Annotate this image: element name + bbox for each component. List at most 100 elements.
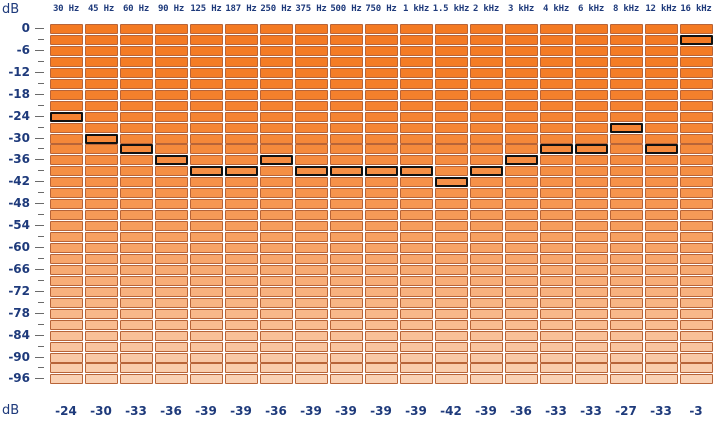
level-segment (680, 232, 713, 243)
level-segment (575, 363, 608, 374)
level-segment (260, 297, 293, 308)
level-segment (330, 100, 363, 111)
level-segment (330, 221, 363, 232)
level-segment (470, 221, 503, 232)
level-segment (575, 155, 608, 166)
db-scale-tick (35, 181, 44, 183)
level-segment (435, 199, 468, 210)
level-segment (680, 188, 713, 199)
level-segment (50, 166, 83, 177)
level-segment (540, 100, 573, 111)
level-segment (575, 308, 608, 319)
level-segment (435, 100, 468, 111)
level-segment (120, 286, 153, 297)
level-segment (330, 363, 363, 374)
band-level-value: -33 (650, 404, 672, 418)
level-segment (260, 24, 293, 34)
band-level-value: -36 (510, 404, 532, 418)
band-level-value: -24 (55, 404, 77, 418)
level-segment (645, 100, 678, 111)
level-segment (610, 89, 643, 100)
level-segment (645, 188, 678, 199)
band-level-value: -39 (370, 404, 392, 418)
level-segment (295, 308, 328, 319)
level-segment (85, 177, 118, 188)
level-segment (365, 199, 398, 210)
level-segment (330, 133, 363, 144)
level-segment (365, 111, 398, 122)
level-segment (505, 100, 538, 111)
level-segment (330, 122, 363, 133)
db-scale-minor-tick (38, 323, 44, 325)
level-segment (470, 264, 503, 275)
level-segment (85, 319, 118, 330)
level-segment (50, 341, 83, 352)
level-segment (610, 341, 643, 352)
level-segment (330, 56, 363, 67)
level-segment (400, 67, 433, 78)
level-segment (610, 286, 643, 297)
level-segment (365, 67, 398, 78)
band-level-value: -39 (475, 404, 497, 418)
level-segment (505, 188, 538, 199)
db-scale-minor-tick (38, 148, 44, 150)
level-segment (295, 67, 328, 78)
band-column (260, 0, 293, 428)
db-scale-label: -42 (8, 174, 30, 189)
level-segment (680, 264, 713, 275)
level-segment (260, 210, 293, 221)
level-segment (190, 111, 223, 122)
db-scale-label: -24 (8, 108, 30, 123)
level-segment (85, 188, 118, 199)
level-segment (400, 363, 433, 374)
level-segment (155, 166, 188, 177)
level-segment (155, 111, 188, 122)
level-segment (190, 155, 223, 166)
level-segment (120, 155, 153, 166)
level-segment (225, 177, 258, 188)
level-segment (645, 177, 678, 188)
level-segment (85, 89, 118, 100)
band-level-value: -39 (405, 404, 427, 418)
db-scale-tick (35, 49, 44, 51)
level-segment (260, 67, 293, 78)
level-segment (295, 243, 328, 253)
level-segment (365, 210, 398, 221)
level-segment (85, 24, 118, 34)
peak-indicator (295, 166, 328, 177)
level-segment (295, 352, 328, 363)
level-segment (610, 330, 643, 341)
level-segment (120, 177, 153, 188)
level-segment (85, 363, 118, 374)
level-segment (120, 199, 153, 210)
level-segment (225, 24, 258, 34)
level-segment (330, 232, 363, 243)
level-segment (120, 275, 153, 286)
level-segment (400, 243, 433, 253)
level-segment (400, 286, 433, 297)
level-segment (680, 144, 713, 155)
level-segment (260, 352, 293, 363)
level-segment (400, 89, 433, 100)
level-segment (645, 133, 678, 144)
level-segment (190, 34, 223, 45)
level-segment (470, 177, 503, 188)
level-segment (540, 330, 573, 341)
band-column (680, 0, 713, 428)
level-segment (540, 264, 573, 275)
band-frequency-label: 6 kHz (577, 4, 605, 14)
level-segment (295, 341, 328, 352)
band-column (225, 0, 258, 428)
level-segment (680, 308, 713, 319)
level-segment (470, 144, 503, 155)
db-scale-label: -84 (8, 327, 30, 342)
level-segment (540, 34, 573, 45)
level-segment (295, 210, 328, 221)
level-segment (365, 243, 398, 253)
level-segment (505, 330, 538, 341)
level-segment (645, 275, 678, 286)
level-segment (155, 308, 188, 319)
level-segment (260, 100, 293, 111)
level-segment (260, 286, 293, 297)
level-segment (365, 308, 398, 319)
